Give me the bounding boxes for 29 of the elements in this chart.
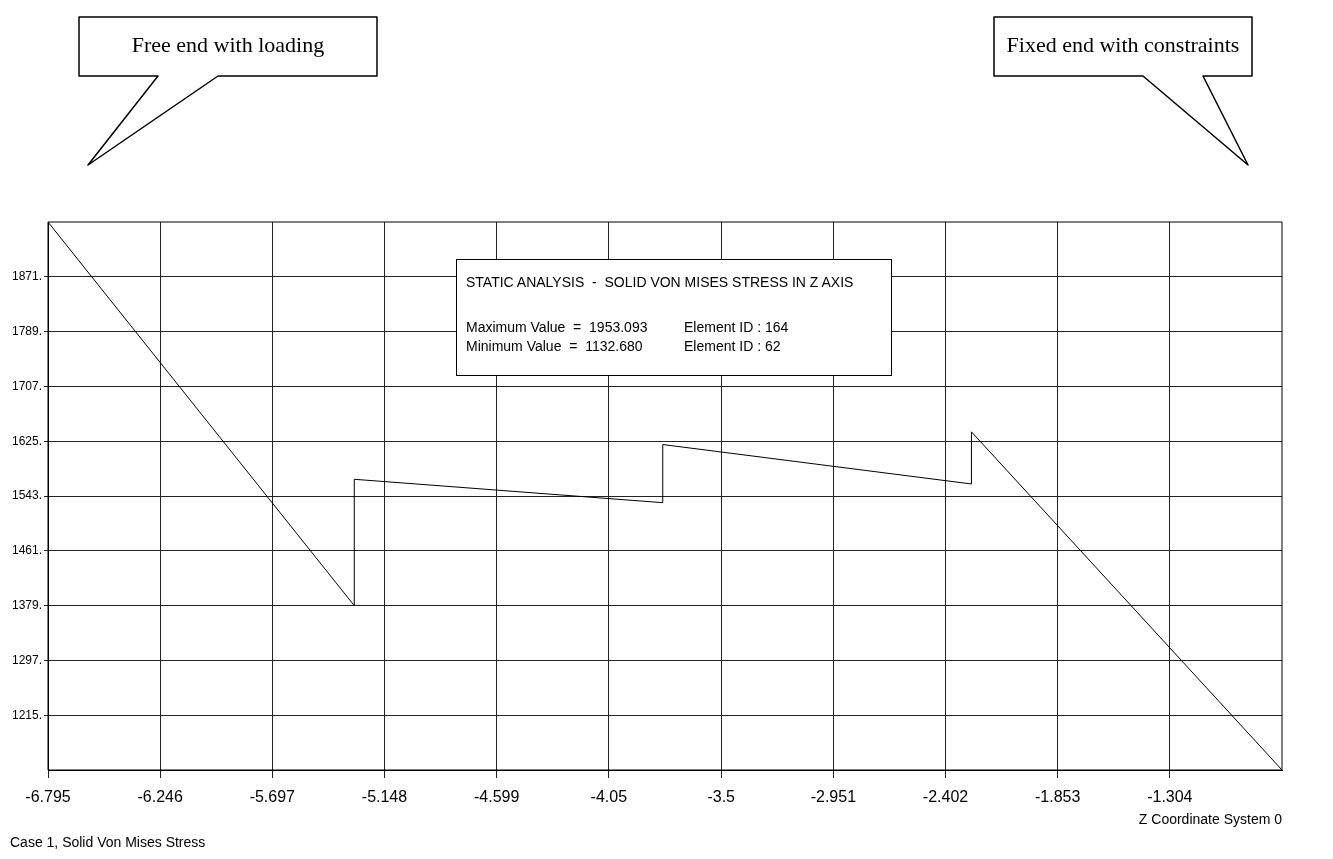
y-tick-label: 1625.	[11, 433, 42, 448]
annotation: Maximum Value = 1953.093	[466, 319, 648, 335]
y-tick-label: 1297.	[11, 652, 42, 667]
x-tick-label: -5.697	[249, 788, 296, 806]
x-tick-label: -2.402	[922, 788, 969, 806]
y-tick-label: 1707.	[11, 378, 42, 393]
x-tick-label: -4.05	[590, 788, 628, 806]
x-tick-label: -5.148	[361, 788, 408, 806]
y-tick-label: 1543.	[11, 488, 42, 503]
annotation: Minimum Value = 1132.680	[466, 338, 643, 354]
text: Free end with loading	[130, 32, 326, 58]
x-axis-title: Z Coordinate System 0	[1138, 811, 1282, 827]
x-tick-label: -6.246	[137, 788, 183, 806]
y-tick-label: 1215.	[11, 707, 42, 722]
y-tick-label: 1789.	[11, 323, 42, 338]
text: Fixed end with constraints	[1005, 32, 1241, 58]
y-tick-label: 1379.	[11, 597, 42, 612]
x-tick-label: -2.951	[810, 788, 857, 806]
annotation: Element ID : 164	[684, 319, 789, 335]
x-tick-label: -6.795	[25, 788, 71, 806]
y-tick-label: 1871.	[11, 269, 42, 284]
text: Case 1, Solid Von Mises Stress	[10, 834, 206, 850]
annotation: STATIC ANALYSIS - SOLID VON MISES STRESS IN Z AXIS	[466, 274, 854, 290]
annotation: Element ID : 62	[684, 338, 781, 354]
x-tick-label: -4.599	[473, 788, 520, 806]
x-tick-label: -1.304	[1147, 788, 1193, 806]
x-tick-label: -3.5	[707, 788, 736, 806]
x-tick-label: -1.853	[1034, 788, 1081, 806]
y-tick-label: 1461.	[11, 543, 42, 558]
